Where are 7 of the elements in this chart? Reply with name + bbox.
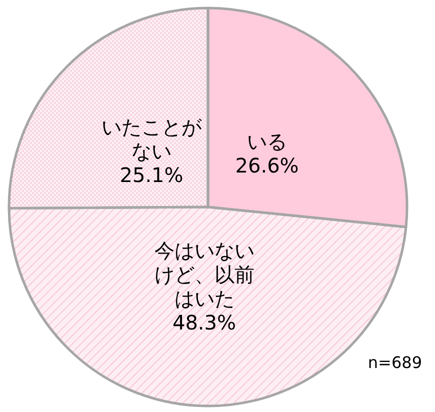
slice-label: いたことがない	[102, 114, 203, 163]
slice-label: いる	[247, 130, 288, 154]
text: n=689	[368, 353, 422, 372]
data-label: 48.3%	[172, 310, 236, 335]
data-label: 25.1%	[120, 162, 184, 187]
data-label: 26.6%	[235, 154, 299, 178]
slice-label: 今はいないけど、以前はいた	[154, 238, 254, 311]
